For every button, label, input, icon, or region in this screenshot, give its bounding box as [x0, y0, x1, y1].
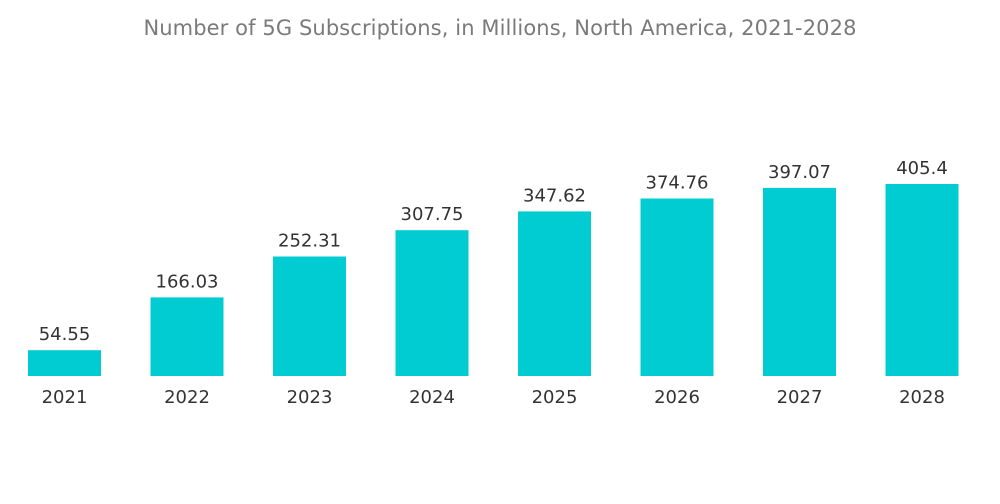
bar-2028	[885, 184, 959, 376]
value-label-2025: 347.62	[523, 185, 586, 206]
x-tick-label-2022: 2022	[164, 387, 210, 408]
value-label-2023: 252.31	[278, 231, 341, 252]
x-tick-label-2028: 2028	[899, 387, 945, 408]
x-tick-label-2027: 2027	[777, 387, 823, 408]
bar-2027	[763, 187, 836, 376]
value-labels-group: 54.55 166.03 252.31 307.75 347.62 374.76 397.0…	[39, 158, 948, 345]
bar-2025	[518, 211, 591, 376]
x-tick-label-2025: 2025	[532, 387, 578, 408]
bars-group	[28, 184, 959, 376]
chart-title: Number of 5G Subscriptions, in Millions,…	[143, 16, 857, 40]
value-label-2026: 374.76	[646, 173, 709, 194]
bar-2024	[395, 230, 469, 376]
value-label-2028: 405.4	[896, 158, 948, 179]
value-label-2027: 397.07	[768, 162, 831, 183]
value-label-2024: 307.75	[401, 204, 464, 225]
x-tick-label-2023: 2023	[287, 387, 333, 408]
bar-2021	[28, 350, 101, 376]
bar-2022	[150, 297, 224, 376]
bar-2023	[273, 256, 346, 376]
value-label-2022: 166.03	[156, 271, 219, 292]
value-label-2021: 54.55	[39, 324, 91, 345]
bar-2026	[640, 198, 714, 376]
x-tick-label-2024: 2024	[409, 387, 455, 408]
x-tick-label-2021: 2021	[42, 387, 88, 408]
x-tick-labels-group: 2021 2022 2023 2024 2025 2026 2027 2028	[42, 387, 945, 408]
x-tick-label-2026: 2026	[654, 387, 700, 408]
